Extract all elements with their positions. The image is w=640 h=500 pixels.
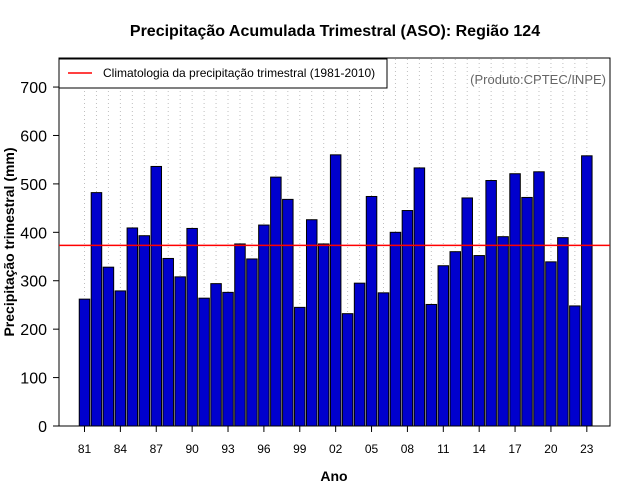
bar-2002 xyxy=(329,154,342,427)
bar-2016 xyxy=(497,236,509,427)
bar-2017 xyxy=(509,173,521,427)
x-axis: 81 84 87 90 93 96 99 02 05 08 11 14 17 20 23 xyxy=(78,426,594,456)
bar-1991 xyxy=(198,297,210,427)
bar-2019 xyxy=(533,171,545,427)
bar-2014 xyxy=(473,255,485,427)
bar-1986 xyxy=(138,235,151,427)
bar-1993 xyxy=(222,291,234,427)
chart-title: Precipitação Acumulada Trimestral (ASO):… xyxy=(130,23,540,40)
x-tick-label: 20 xyxy=(544,442,558,456)
bar-1997 xyxy=(270,176,282,427)
y-axis-title: Precipitação trimestral (mm) xyxy=(1,147,17,336)
bar-2021 xyxy=(557,237,569,427)
y-tick-label: 100 xyxy=(20,371,47,388)
bar-1984 xyxy=(114,290,127,427)
bars xyxy=(78,154,593,427)
bar-2018 xyxy=(521,196,533,427)
bar-2003 xyxy=(341,313,354,427)
source-annotation: (Produto:CPTEC/INPE) xyxy=(470,72,606,87)
bar-2012 xyxy=(449,251,462,427)
y-tick-label: 500 xyxy=(20,177,47,194)
bar-1996 xyxy=(258,224,270,427)
x-tick-label: 90 xyxy=(185,442,199,456)
bar-2000 xyxy=(305,219,318,427)
y-tick-label: 200 xyxy=(20,322,47,339)
x-tick-label: 99 xyxy=(293,442,307,456)
x-axis-title: Ano xyxy=(320,468,347,484)
bar-1990 xyxy=(186,227,198,427)
bar-2011 xyxy=(437,265,450,427)
y-tick-label: 400 xyxy=(20,225,47,242)
bar-2022 xyxy=(569,305,581,427)
legend-climatology-label: Climatologia da precipitação trimestral … xyxy=(103,66,375,80)
y-tick-label: 0 xyxy=(38,419,47,436)
x-tick-label: 23 xyxy=(580,442,594,456)
x-tick-label: 05 xyxy=(365,442,379,456)
bar-1999 xyxy=(294,306,306,427)
bar-1987 xyxy=(150,165,163,427)
bar-1995 xyxy=(246,258,258,427)
y-axis: 0 100 200 300 400 500 600 700 xyxy=(20,80,59,436)
x-tick-label: 14 xyxy=(473,442,487,456)
bar-2008 xyxy=(401,210,414,427)
x-tick-label: 84 xyxy=(114,442,128,456)
y-tick-label: 600 xyxy=(20,128,47,145)
bar-2015 xyxy=(485,180,497,427)
bar-1985 xyxy=(126,227,139,427)
x-tick-label: 93 xyxy=(221,442,235,456)
y-tick-label: 300 xyxy=(20,274,47,291)
bar-1989 xyxy=(174,276,186,427)
bar-1994 xyxy=(234,243,246,427)
bar-2001 xyxy=(317,243,330,427)
bar-1998 xyxy=(282,198,294,427)
bar-1983 xyxy=(102,266,115,427)
bar-1988 xyxy=(162,257,174,427)
x-tick-label: 17 xyxy=(508,442,522,456)
x-tick-label: 87 xyxy=(150,442,164,456)
x-tick-label: 96 xyxy=(257,442,271,456)
bar-2004 xyxy=(353,282,366,427)
bar-2010 xyxy=(425,303,438,427)
bar-2020 xyxy=(545,261,557,427)
bar-1982 xyxy=(90,192,103,427)
bar-2023 xyxy=(581,155,593,427)
bar-2013 xyxy=(461,197,473,427)
bar-1992 xyxy=(210,283,222,427)
bar-1981 xyxy=(78,298,91,427)
legend-box xyxy=(58,58,388,89)
x-tick-label: 81 xyxy=(78,442,92,456)
bar-2009 xyxy=(413,167,426,427)
x-tick-label: 11 xyxy=(437,442,450,456)
bar-2006 xyxy=(377,292,390,427)
x-tick-label: 08 xyxy=(401,442,415,456)
bar-2005 xyxy=(365,195,378,427)
x-tick-label: 02 xyxy=(329,442,343,456)
legend: Climatologia da precipitação trimestral … xyxy=(58,58,388,89)
bar-2007 xyxy=(389,231,402,427)
y-tick-label: 700 xyxy=(20,80,47,97)
